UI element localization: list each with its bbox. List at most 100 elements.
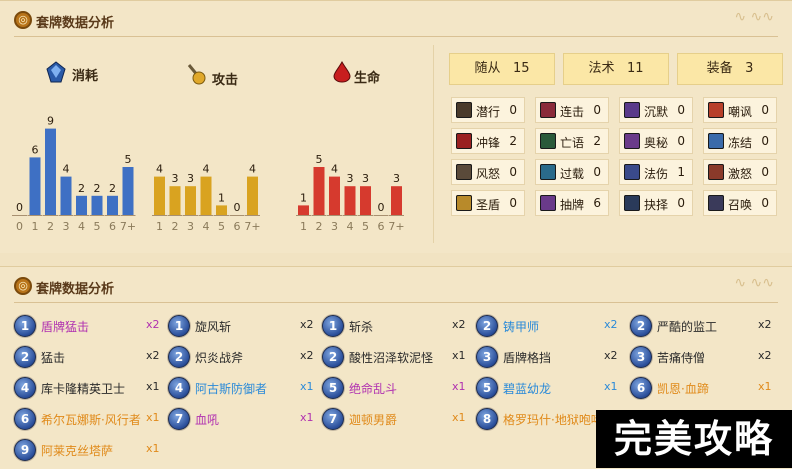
spell-damage-icon (624, 164, 640, 180)
card-row[interactable]: 2 铸甲师 x2 (476, 315, 626, 337)
card-type-label: 装备 (706, 61, 733, 76)
bar-value-label: 0 (16, 201, 23, 214)
bar (60, 176, 72, 215)
stat-label-attack: 攻击 (212, 73, 239, 88)
card-name[interactable]: 阿莱克丝塔萨 (41, 444, 114, 458)
card-name[interactable]: 碧蓝幼龙 (503, 382, 552, 396)
card-row[interactable]: 7 迦顿男爵 x1 (322, 408, 472, 430)
keyword-cell: 抽牌 6 (535, 190, 609, 216)
card-row[interactable]: 2 猛击 x2 (14, 346, 164, 368)
card-name[interactable]: 猛击 (41, 351, 66, 365)
card-name[interactable]: 迦顿男爵 (349, 413, 398, 427)
keyword-label: 连击 (560, 105, 585, 119)
keyword-label: 潜行 (476, 105, 501, 119)
card-type-count: 15 (512, 61, 530, 76)
card-name[interactable]: 希尔瓦娜斯·风行者 (41, 413, 141, 427)
bar (247, 176, 258, 215)
card-type-minion: 随从 15 (449, 53, 555, 85)
tick-label: 2 (172, 220, 179, 233)
card-row[interactable]: 5 绝命乱斗 x1 (322, 377, 472, 399)
keyword-cell: 法伤 1 (619, 159, 693, 185)
bar-value-label: 3 (347, 172, 354, 185)
header-divider (14, 302, 778, 303)
keyword-count: 0 (509, 103, 517, 117)
mana-cost-gem-icon: 4 (14, 377, 36, 399)
bar (200, 176, 212, 215)
card-row[interactable]: 6 凯恩·血蹄 x1 (630, 377, 780, 399)
bar-baseline (245, 215, 260, 216)
keyword-count: 1 (677, 165, 685, 179)
bar (216, 205, 227, 215)
card-row[interactable]: 2 严酷的监工 x2 (630, 315, 780, 337)
card-name[interactable]: 铸甲师 (503, 320, 540, 334)
tick-label: 1 (32, 220, 39, 233)
mana-cost-gem-icon: 3 (476, 346, 498, 368)
bar-baseline (89, 215, 105, 216)
card-name[interactable]: 盾牌猛击 (41, 320, 90, 334)
bar-value-label: 4 (249, 163, 256, 176)
mana-cost-gem-icon: 3 (630, 346, 652, 368)
bar (45, 128, 56, 215)
stat-label-cost: 消耗 (72, 69, 99, 84)
tick-label: 5 (362, 220, 369, 233)
card-quantity: x1 (452, 380, 466, 393)
mana-cost-gem-icon: 1 (322, 315, 344, 337)
keyword-cell: 嘲讽 0 (703, 97, 777, 123)
bar-baseline (183, 215, 198, 216)
card-name[interactable]: 苦痛侍僧 (657, 351, 706, 365)
keyword-count: 0 (593, 165, 601, 179)
bar (91, 195, 103, 215)
bar-baseline (198, 215, 214, 216)
header-divider (14, 36, 778, 37)
bar (298, 205, 309, 215)
card-name[interactable]: 格罗玛什·地狱咆哮 (503, 413, 603, 427)
card-row[interactable]: 1 盾牌猛击 x2 (14, 315, 164, 337)
card-row[interactable]: 4 阿古斯防御者 x1 (168, 377, 318, 399)
card-row[interactable]: 3 苦痛侍僧 x2 (630, 346, 780, 368)
health-drop-icon (333, 61, 351, 83)
card-type-spell: 法术 11 (563, 53, 669, 85)
card-quantity: x2 (146, 349, 160, 362)
card-name[interactable]: 血吼 (195, 413, 220, 427)
card-name[interactable]: 斩杀 (349, 320, 374, 334)
card-row[interactable]: 3 盾牌格挡 x2 (476, 346, 626, 368)
card-row[interactable]: 6 希尔瓦娜斯·风行者 x1 (14, 408, 164, 430)
card-name[interactable]: 炽炎战斧 (195, 351, 244, 365)
card-row[interactable]: 9 阿莱克丝塔萨 x1 (14, 439, 164, 461)
bar-value-label: 0 (234, 201, 241, 214)
keyword-label: 奥秘 (644, 136, 669, 150)
card-name[interactable]: 旋风斩 (195, 320, 232, 334)
panel-header: ◎ 套牌数据分析 ∿ ∿∿ (0, 267, 792, 303)
card-row[interactable]: 1 斩杀 x2 (322, 315, 472, 337)
card-name[interactable]: 严酷的监工 (657, 320, 718, 334)
card-name[interactable]: 库卡隆精英卫士 (41, 382, 126, 396)
keyword-label: 亡语 (560, 136, 585, 150)
card-row[interactable]: 2 酸性沼泽软泥怪 x1 (322, 346, 472, 368)
keyword-cell: 奥秘 0 (619, 128, 693, 154)
card-row[interactable]: 5 碧蓝幼龙 x1 (476, 377, 626, 399)
card-row[interactable]: 7 血吼 x1 (168, 408, 318, 430)
card-name[interactable]: 盾牌格挡 (503, 351, 552, 365)
secret-icon (624, 133, 640, 149)
card-row[interactable]: 2 炽炎战斧 x2 (168, 346, 318, 368)
bar (185, 186, 196, 215)
deathrattle-icon (540, 133, 556, 149)
card-row[interactable]: 4 库卡隆精英卫士 x1 (14, 377, 164, 399)
mana-crystal-icon (46, 61, 66, 83)
card-name[interactable]: 绝命乱斗 (349, 382, 398, 396)
stealth-icon (456, 102, 472, 118)
bar-baseline (327, 215, 342, 216)
tick-label: 1 (300, 220, 307, 233)
mana-cost-gem-icon: 7 (322, 408, 344, 430)
bar-value-label: 4 (156, 163, 163, 176)
keyword-count: 0 (761, 103, 769, 117)
card-name[interactable]: 酸性沼泽软泥怪 (349, 351, 434, 365)
card-name[interactable]: 阿古斯防御者 (195, 382, 268, 396)
card-row[interactable]: 1 旋风斩 x2 (168, 315, 318, 337)
divine-shield-icon (456, 195, 472, 211)
card-name[interactable]: 凯恩·血蹄 (657, 382, 709, 396)
bar-baseline (120, 215, 136, 216)
keyword-label: 抉择 (644, 198, 669, 212)
keyword-count: 0 (509, 196, 517, 210)
tick-label: 4 (203, 220, 210, 233)
